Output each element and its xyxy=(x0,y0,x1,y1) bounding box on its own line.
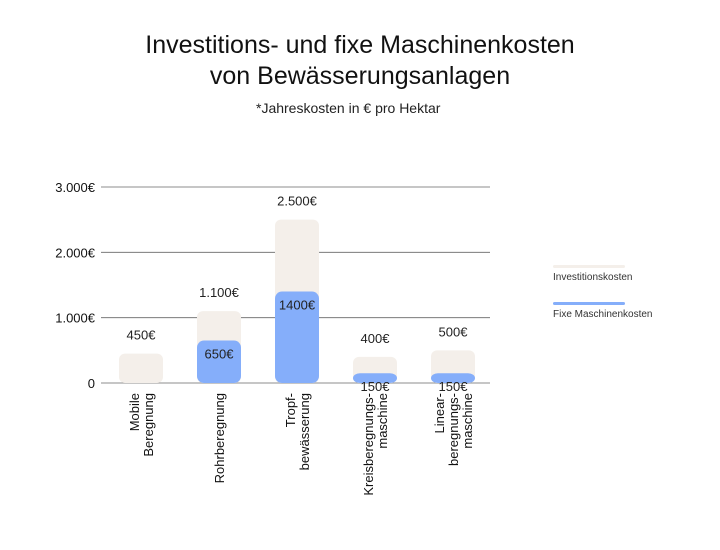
legend-label-investitionskosten: Investitionskosten xyxy=(553,272,633,283)
data-label-fixe-maschinenkosten: 150€ xyxy=(439,379,469,394)
chart-title: Investitions- und fixe Maschinenkosten v… xyxy=(0,30,720,92)
x-category-label: maschine xyxy=(460,393,475,449)
bar-investitionskosten xyxy=(119,353,163,383)
data-label-investitionskosten: 1.100€ xyxy=(199,285,240,300)
x-category-label: maschine xyxy=(375,393,390,449)
y-tick-label: 2.000€ xyxy=(55,245,96,260)
x-category-label: Mobile xyxy=(127,393,142,431)
data-label-investitionskosten: 450€ xyxy=(127,328,157,343)
legend-swatch-investitionskosten xyxy=(553,265,625,268)
data-label-fixe-maschinenkosten: 650€ xyxy=(205,347,235,362)
y-tick-label: 0 xyxy=(88,376,95,391)
bar-fixe-maschinenkosten xyxy=(197,340,241,383)
x-category-label: Rohrberegnung xyxy=(212,393,227,483)
bar-fixe-maschinenkosten xyxy=(353,373,397,383)
chart-title-line2: von Bewässerungsanlagen xyxy=(209,62,511,90)
y-tick-label: 1.000€ xyxy=(55,311,96,326)
y-tick-label: 3.000€ xyxy=(55,180,96,195)
data-label-investitionskosten: 400€ xyxy=(361,331,391,346)
x-category-label: bewässerung xyxy=(297,393,312,470)
data-label-fixe-maschinenkosten: 1400€ xyxy=(279,298,316,313)
bar-fixe-maschinenkosten xyxy=(431,373,475,383)
chart-subtitle: *Jahreskosten in € pro Hektar xyxy=(256,100,441,116)
x-category-label: Tropf- xyxy=(283,393,298,427)
data-label-investitionskosten: 500€ xyxy=(439,324,469,339)
chart-title-line1: Investitions- und fixe Maschinenkosten xyxy=(145,31,575,59)
legend-swatch-fixe-maschinenkosten xyxy=(553,302,625,305)
data-label-fixe-maschinenkosten: 150€ xyxy=(361,379,391,394)
bar-fixe-maschinenkosten xyxy=(275,291,319,383)
x-category-label: beregnungs- xyxy=(446,393,461,466)
data-label-investitionskosten: 2.500€ xyxy=(277,194,318,209)
legend-label-fixe-maschinenkosten: Fixe Maschinenkosten xyxy=(553,309,653,320)
x-category-label: Linear- xyxy=(432,393,447,433)
x-category-label: Beregnung xyxy=(141,393,156,457)
x-category-label: Kreisberegnungs- xyxy=(361,393,376,496)
